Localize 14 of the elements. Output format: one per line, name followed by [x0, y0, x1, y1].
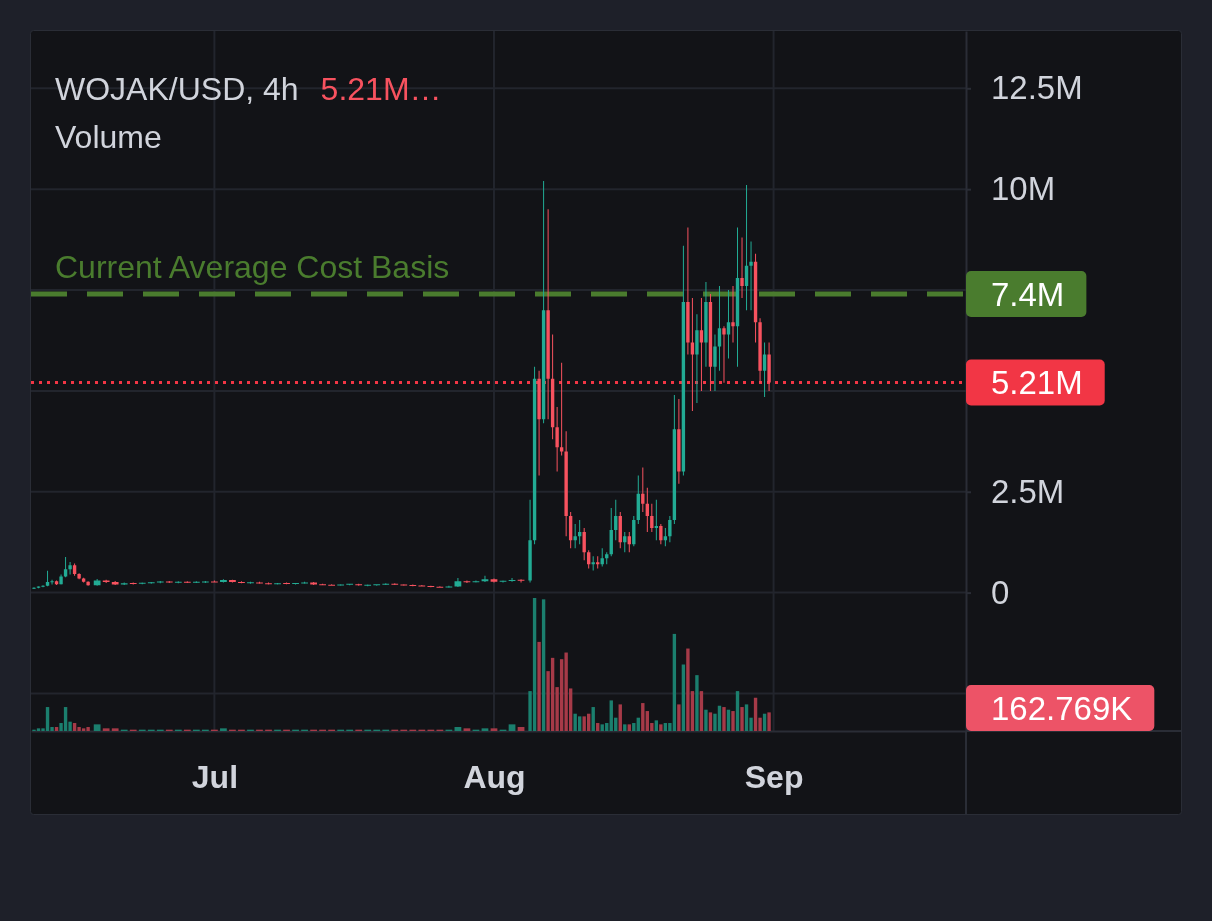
y-tick-label: 5.21M [991, 363, 1083, 401]
y-tick-label: 0 [991, 573, 1010, 611]
x-tick-label: Jul [191, 758, 239, 795]
y-tick-label: 2.5M [991, 472, 1065, 510]
x-tick-label: Sep [744, 758, 804, 795]
text: WOJAK/USD, 4h [55, 71, 299, 107]
y-tick-label: 10M [991, 170, 1056, 208]
annotation: 5.21M… [320, 71, 442, 107]
ref-line-label: Current Average Cost Basis [55, 249, 450, 286]
y-tick-label: 12.5M [991, 69, 1083, 107]
y-tick-label: 7.4M [991, 275, 1065, 313]
text: 162.769K [991, 689, 1133, 727]
x-tick-label: Aug [463, 758, 526, 795]
chart-title: Volume [55, 119, 162, 155]
